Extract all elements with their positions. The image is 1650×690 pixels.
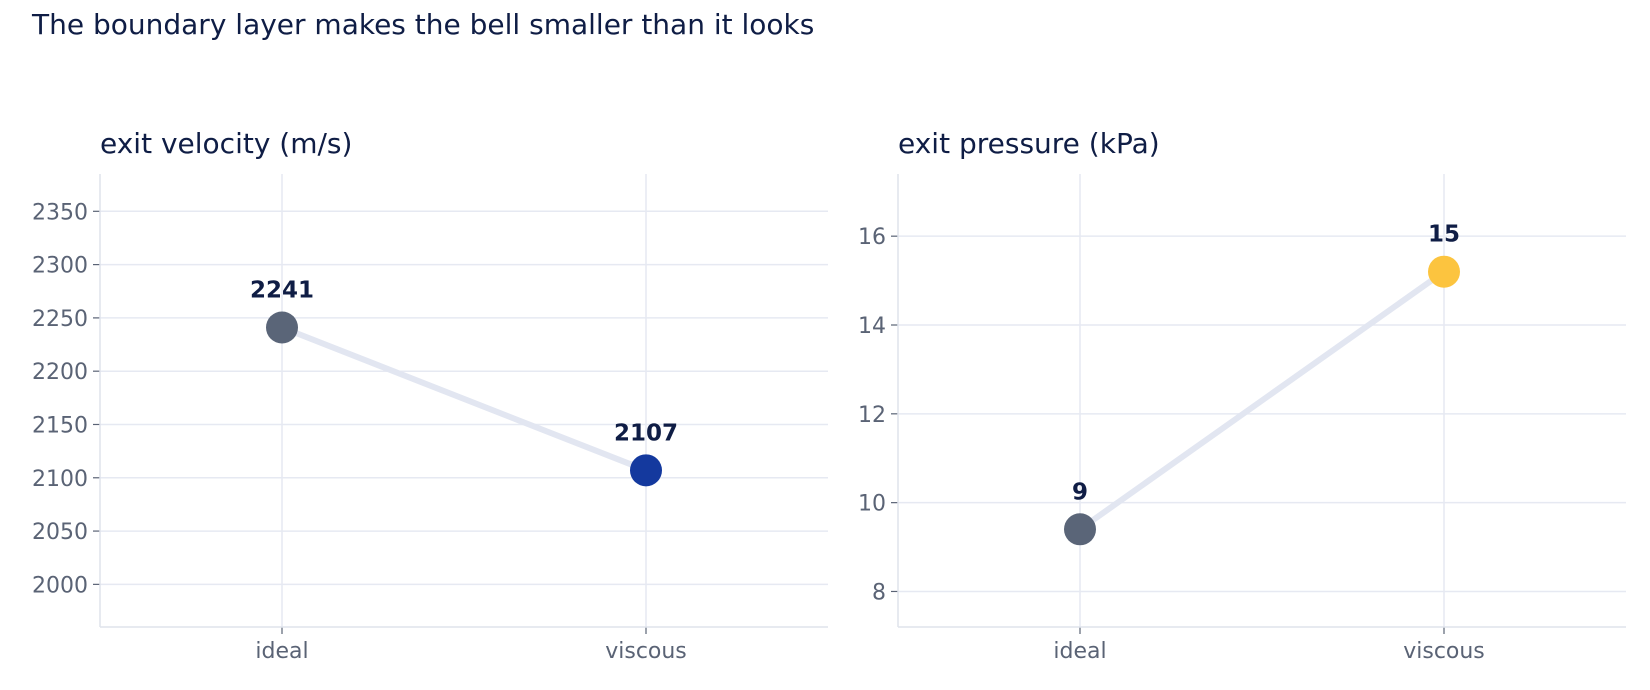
figure-title: The boundary layer makes the bell smalle… xyxy=(32,8,815,41)
velocity-series-line xyxy=(279,324,649,474)
pressure-y-tick-label: 16 xyxy=(858,225,886,250)
pressure-x-tick-label: ideal xyxy=(1053,639,1106,664)
velocity-y-tick-label: 2250 xyxy=(32,307,88,332)
velocity-y-tick-label: 2050 xyxy=(32,520,88,545)
velocity-point-viscous xyxy=(630,454,662,487)
velocity-point-ideal xyxy=(266,311,298,344)
velocity-data-label-viscous: 2107 xyxy=(614,420,678,446)
velocity-y-tick-label: 2150 xyxy=(32,413,88,438)
pressure-y-tick-label: 8 xyxy=(872,580,886,605)
pressure-y-tick-label: 10 xyxy=(858,492,886,517)
pressure-point-viscous xyxy=(1428,255,1460,288)
velocity-y-tick-label: 2100 xyxy=(32,467,88,492)
pressure-x-tick-label: viscous xyxy=(1403,639,1485,664)
velocity-x-tick-label: ideal xyxy=(255,639,308,664)
pressure-series-line xyxy=(1077,268,1447,533)
pressure-point-ideal xyxy=(1064,513,1096,546)
velocity-panel-title: exit velocity (m/s) xyxy=(100,127,352,160)
velocity-y-tick-label: 2350 xyxy=(32,200,88,225)
velocity-data-label-ideal: 2241 xyxy=(250,277,314,303)
pressure-data-label-viscous: 15 xyxy=(1428,222,1460,248)
pressure-y-tick-label: 12 xyxy=(858,403,886,428)
velocity-y-tick-label: 2000 xyxy=(32,573,88,598)
velocity-x-tick-label: viscous xyxy=(605,639,687,664)
pressure-panel: exit pressure (kPa) 8 10 12 14 16 ideal viscous… xyxy=(858,127,1626,664)
pressure-y-tick-label: 14 xyxy=(858,314,886,339)
pressure-data-label-ideal: 9 xyxy=(1072,479,1088,505)
velocity-y-tick-label: 2300 xyxy=(32,254,88,279)
velocity-panel: exit velocity (m/s) 2000 2050 2100 2150 2200 2… xyxy=(32,127,828,664)
velocity-y-tick-label: 2200 xyxy=(32,360,88,385)
pressure-panel-title: exit pressure (kPa) xyxy=(898,127,1160,160)
